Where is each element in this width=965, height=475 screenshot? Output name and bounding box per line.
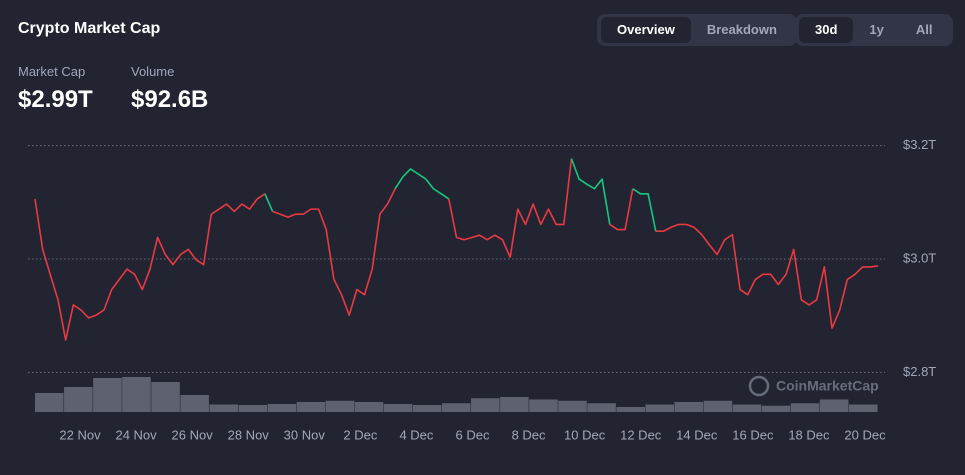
x-tick-label: 10 Dec xyxy=(564,427,606,442)
tab[interactable]: Breakdown xyxy=(706,22,777,37)
x-tick-label: 6 Dec xyxy=(456,427,490,442)
view-tabs: Overview Breakdown xyxy=(597,14,797,46)
volume-bar xyxy=(645,404,675,412)
range-tabs: 30d 1y All xyxy=(795,14,953,46)
volume-bar xyxy=(412,405,442,412)
x-tick-label: 20 Dec xyxy=(844,427,886,442)
volume-bar xyxy=(558,400,587,412)
stat-label: Market Cap xyxy=(18,64,86,79)
volume-bar xyxy=(529,399,558,412)
watermark-text: CoinMarketCap xyxy=(776,378,879,394)
line xyxy=(632,188,657,232)
volume-bar xyxy=(587,403,616,412)
x-tick-label: 24 Nov xyxy=(115,427,157,442)
volume-bar xyxy=(703,400,733,412)
x-tick-label: 30 Nov xyxy=(284,427,326,442)
volume-bar xyxy=(325,400,355,412)
volume-bar xyxy=(122,377,151,412)
x-tick-label: 18 Dec xyxy=(788,427,830,442)
line xyxy=(609,188,634,231)
x-tick-label: 26 Nov xyxy=(172,427,214,442)
title: Crypto Market Cap xyxy=(18,20,161,37)
watermark: CoinMarketCap xyxy=(748,375,879,397)
x-tick-label: 28 Nov xyxy=(228,427,270,442)
tab[interactable]: Overview xyxy=(601,17,691,43)
line xyxy=(272,188,396,316)
volume-bar xyxy=(64,387,93,412)
volume-bar xyxy=(267,404,297,412)
tab[interactable]: All xyxy=(915,22,933,37)
volume-bar xyxy=(296,402,326,412)
volume-bar xyxy=(500,397,529,412)
stat-value: $92.6B xyxy=(131,86,209,113)
y-tick-label: $3.0T xyxy=(903,250,936,265)
volume-bar xyxy=(790,403,820,412)
volume-bar xyxy=(674,402,704,412)
x-tick-label: 16 Dec xyxy=(732,427,774,442)
stat-value: $2.99T xyxy=(18,86,93,113)
volume-bar xyxy=(354,402,384,412)
tab[interactable]: 30d xyxy=(799,17,854,43)
x-tick-label: 4 Dec xyxy=(399,427,433,442)
x-tick-label: 14 Dec xyxy=(676,427,718,442)
y-tick-label: $3.2T xyxy=(903,137,936,152)
volume-bar xyxy=(209,404,238,412)
line xyxy=(448,158,573,259)
y-tick-label: $2.8T xyxy=(903,364,936,379)
x-tick-label: 22 Nov xyxy=(59,427,101,442)
x-tick-label: 8 Dec xyxy=(512,427,546,442)
x-tick-label: 2 Dec xyxy=(343,427,377,442)
volume-bar xyxy=(732,404,762,412)
line xyxy=(264,193,274,212)
volume-bar xyxy=(238,405,268,412)
volume-bar xyxy=(761,405,791,412)
volume-bar xyxy=(471,398,500,412)
volume-bar xyxy=(151,382,180,412)
volume-bar xyxy=(93,378,122,412)
volume-bar xyxy=(180,395,209,412)
line xyxy=(570,158,611,225)
volume-bar xyxy=(616,407,645,412)
line xyxy=(34,193,266,341)
volume-bar xyxy=(848,404,878,412)
volume-bar xyxy=(441,403,471,412)
volume-bar xyxy=(35,393,64,412)
line xyxy=(655,223,879,329)
tab[interactable]: 1y xyxy=(869,22,884,37)
volume-bar xyxy=(383,404,413,412)
stat-label: Volume xyxy=(131,64,175,79)
volume-bar xyxy=(819,399,849,412)
x-tick-label: 12 Dec xyxy=(620,427,662,442)
line xyxy=(394,168,450,200)
